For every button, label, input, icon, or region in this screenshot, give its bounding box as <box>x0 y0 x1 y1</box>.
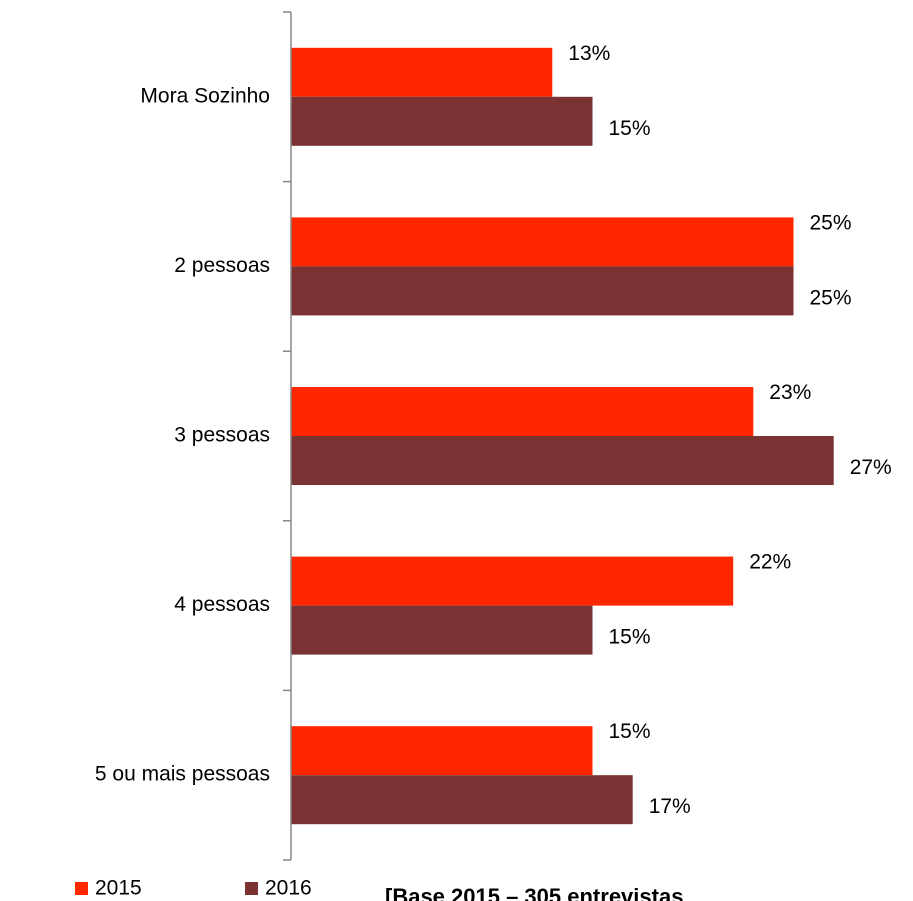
bar <box>291 266 794 316</box>
bar <box>291 556 734 606</box>
legend-label: 2015 <box>95 877 142 900</box>
value-label: 22% <box>749 551 791 574</box>
category-label: 4 pessoas <box>174 593 270 616</box>
value-label: 27% <box>850 456 892 479</box>
value-label: 25% <box>810 286 852 309</box>
legend-label: 2016 <box>265 877 312 900</box>
category-label: Mora Sozinho <box>140 84 270 107</box>
bar <box>291 387 754 436</box>
category-label: 3 pessoas <box>174 424 270 447</box>
value-label: 25% <box>810 211 852 234</box>
legend-swatch <box>75 882 88 895</box>
bar <box>291 47 553 97</box>
value-label: 15% <box>609 117 651 140</box>
bar <box>291 217 794 267</box>
bar <box>291 96 593 146</box>
bar <box>291 605 593 655</box>
value-label: 13% <box>568 42 610 65</box>
value-label: 23% <box>769 381 811 404</box>
bar <box>291 775 633 825</box>
category-label: 5 ou mais pessoas <box>95 763 270 786</box>
legend-swatch <box>245 882 258 895</box>
value-label: 15% <box>609 720 651 743</box>
bar <box>291 726 593 776</box>
base-note: [Base 2015 – 305 entrevistas <box>385 884 683 901</box>
value-label: 17% <box>649 795 691 818</box>
category-label: 2 pessoas <box>174 254 270 277</box>
bar <box>291 436 834 485</box>
value-label: 15% <box>609 626 651 649</box>
